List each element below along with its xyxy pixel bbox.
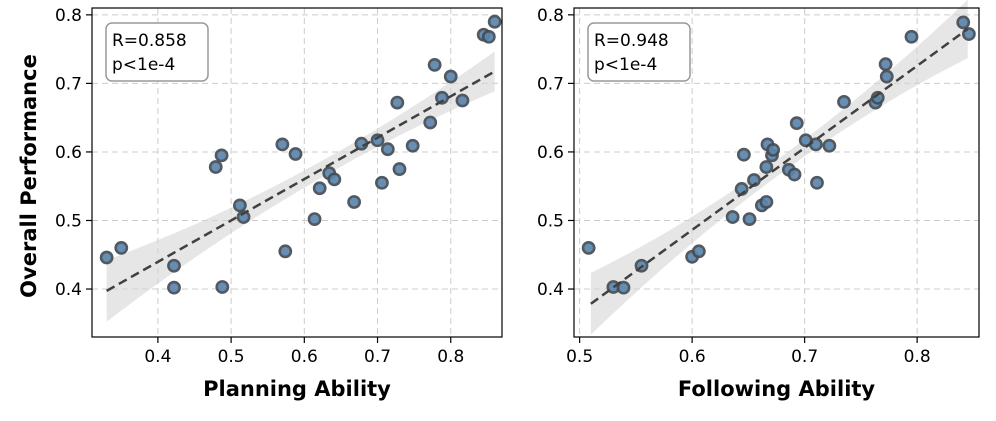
data-point bbox=[616, 280, 631, 295]
data-point bbox=[392, 162, 407, 176]
plot-frame bbox=[91, 7, 503, 338]
data-point bbox=[114, 240, 129, 255]
data-point bbox=[99, 250, 114, 265]
data-point bbox=[691, 244, 706, 259]
data-point bbox=[380, 142, 395, 157]
y-tick-label: 0.8 bbox=[537, 6, 564, 26]
x-axis-label: Planning Ability bbox=[203, 377, 391, 401]
y-tick-label: 0.5 bbox=[537, 211, 564, 231]
data-point bbox=[766, 142, 781, 157]
data-point bbox=[347, 195, 362, 209]
data-point bbox=[742, 212, 757, 227]
stats-box: R=0.948 p<1e-4 bbox=[587, 22, 691, 82]
data-points bbox=[99, 14, 502, 295]
y-tick-label: 0.6 bbox=[537, 143, 564, 163]
data-point bbox=[904, 29, 919, 44]
x-ticks: 0.4 0.5 0.6 0.7 0.8 bbox=[144, 337, 464, 367]
data-point bbox=[167, 280, 181, 295]
x-tick-label: 0.4 bbox=[144, 347, 171, 367]
stats-box-frame bbox=[105, 22, 209, 82]
y-tick-label: 0.6 bbox=[55, 143, 82, 163]
data-point bbox=[787, 167, 802, 182]
planning-scatter-panel: 0.4 0.5 0.6 0.7 0.8 0.4 0.5 0.6 0.7 0.8 R=0.858 … bbox=[55, 6, 503, 401]
r-value-text: R=0.948 bbox=[594, 31, 669, 51]
data-point bbox=[581, 240, 596, 255]
y-tick-label: 0.5 bbox=[55, 211, 82, 231]
confidence-band bbox=[106, 51, 495, 322]
regression-line bbox=[106, 70, 496, 292]
p-value-text: p<1e-4 bbox=[594, 55, 657, 75]
x-tick-label: 0.8 bbox=[904, 347, 931, 367]
x-ticks: 0.5 0.6 0.7 0.8 bbox=[566, 337, 931, 367]
data-point bbox=[759, 195, 774, 209]
y-ticks: 0.4 0.5 0.6 0.7 0.8 bbox=[537, 6, 574, 300]
data-point bbox=[487, 14, 502, 29]
data-point bbox=[837, 95, 851, 109]
data-point bbox=[879, 69, 894, 84]
data-point bbox=[423, 115, 438, 130]
data-point bbox=[288, 147, 303, 161]
data-point bbox=[435, 90, 449, 105]
y-ticks: 0.4 0.5 0.6 0.7 0.8 bbox=[55, 6, 92, 300]
x-tick-label: 0.6 bbox=[291, 347, 318, 367]
y-tick-label: 0.7 bbox=[55, 74, 82, 94]
x-tick-label: 0.7 bbox=[364, 347, 391, 367]
regression-line bbox=[590, 27, 969, 305]
data-point bbox=[275, 137, 290, 152]
data-point bbox=[481, 29, 496, 44]
data-point bbox=[375, 175, 389, 190]
data-point bbox=[167, 258, 181, 273]
x-tick-label: 0.5 bbox=[218, 347, 245, 367]
data-point bbox=[312, 181, 327, 196]
y-tick-label: 0.8 bbox=[55, 6, 82, 26]
data-point bbox=[443, 69, 458, 84]
data-point bbox=[278, 244, 293, 259]
plot-frame bbox=[573, 7, 980, 338]
stats-box-frame bbox=[587, 22, 691, 82]
x-tick-label: 0.7 bbox=[791, 347, 818, 367]
y-tick-label: 0.7 bbox=[537, 74, 564, 94]
x-tick-label: 0.5 bbox=[566, 347, 593, 367]
data-point bbox=[405, 138, 420, 153]
data-point bbox=[232, 198, 247, 213]
data-point bbox=[822, 138, 837, 153]
data-point bbox=[427, 57, 442, 72]
data-point bbox=[327, 172, 342, 187]
x-tick-label: 0.6 bbox=[679, 347, 706, 367]
stats-box: R=0.858 p<1e-4 bbox=[105, 22, 209, 82]
p-value-text: p<1e-4 bbox=[112, 55, 175, 75]
following-scatter-panel: 0.5 0.6 0.7 0.8 0.4 0.5 0.6 0.7 0.8 R=0.948 p<1… bbox=[537, 0, 980, 401]
r-value-text: R=0.858 bbox=[112, 31, 187, 51]
data-point bbox=[810, 175, 824, 190]
y-axis-label: Overall Performance bbox=[17, 54, 41, 298]
data-point bbox=[208, 160, 223, 174]
data-points bbox=[581, 15, 976, 295]
data-point bbox=[390, 95, 405, 110]
data-point bbox=[808, 137, 823, 152]
data-point bbox=[870, 90, 885, 105]
data-point bbox=[736, 147, 751, 162]
data-point bbox=[725, 210, 740, 224]
data-point bbox=[789, 116, 804, 131]
data-point bbox=[455, 93, 470, 108]
data-point bbox=[759, 160, 774, 174]
data-point bbox=[214, 148, 229, 163]
x-axis-label: Following Ability bbox=[678, 377, 876, 401]
data-point bbox=[956, 15, 971, 30]
data-point bbox=[215, 280, 230, 294]
y-tick-label: 0.4 bbox=[55, 280, 82, 300]
data-point bbox=[307, 212, 322, 227]
y-tick-label: 0.4 bbox=[537, 280, 564, 300]
x-tick-label: 0.8 bbox=[437, 347, 464, 367]
data-point bbox=[878, 57, 893, 72]
